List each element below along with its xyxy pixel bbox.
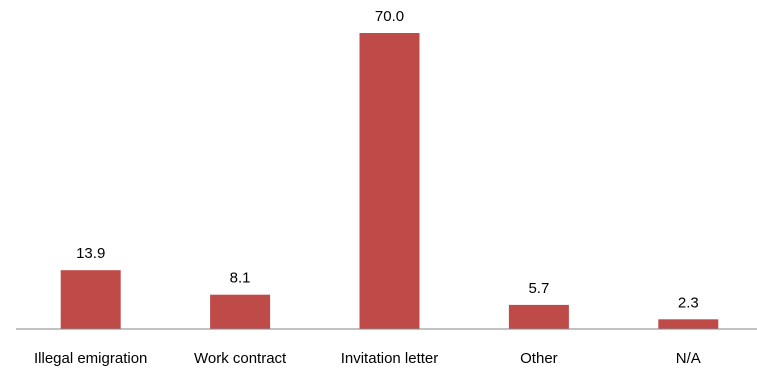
- bar-2: [359, 33, 420, 329]
- bar-4: [658, 319, 719, 329]
- value-label-2: 70.0: [375, 8, 404, 25]
- bar-0: [60, 270, 121, 329]
- category-labels-group: Illegal emigration Work contract Invitatio…: [34, 350, 701, 367]
- value-label-1: 8.1: [230, 270, 251, 287]
- value-label-4: 2.3: [678, 294, 699, 311]
- value-label-3: 5.7: [528, 280, 549, 297]
- category-label-2: Invitation letter: [341, 350, 439, 367]
- category-label-4: N/A: [676, 350, 701, 367]
- value-label-0: 13.9: [76, 245, 105, 262]
- bars-group: [60, 33, 719, 329]
- category-label-0: Illegal emigration: [34, 350, 147, 367]
- bar-3: [508, 304, 569, 329]
- category-label-3: Other: [520, 350, 558, 367]
- category-label-1: Work contract: [194, 350, 287, 367]
- value-labels-group: 13.9 8.1 70.0 5.7 2.3: [76, 8, 699, 311]
- bar-1: [210, 294, 271, 329]
